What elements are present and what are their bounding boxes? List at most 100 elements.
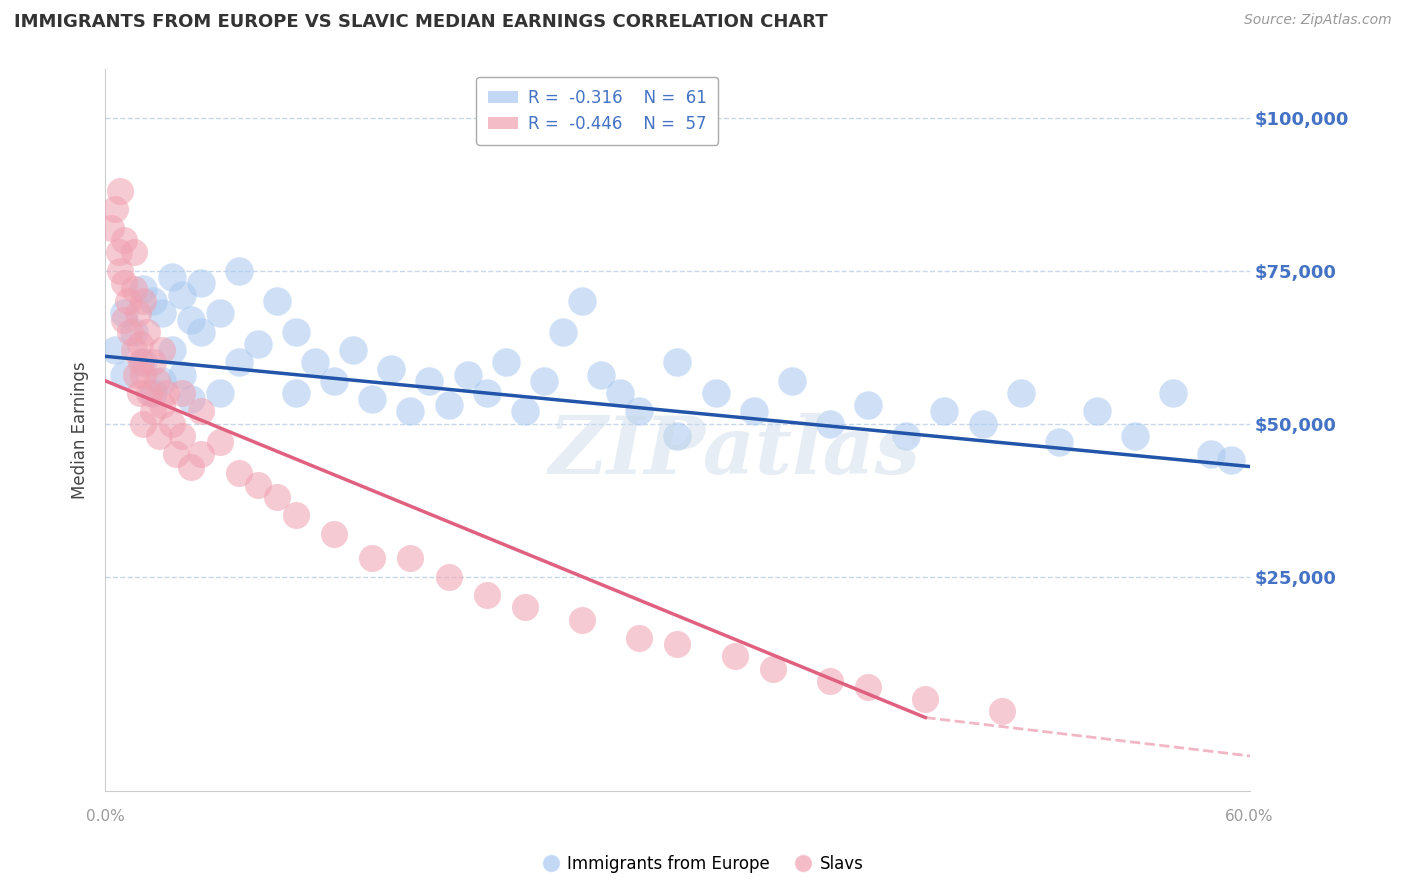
Point [125, 368, 148, 382]
Point [818, 673, 841, 688]
Point [284, 386, 307, 401]
Point [160, 343, 183, 358]
Point [138, 386, 160, 401]
Point [284, 325, 307, 339]
Point [266, 294, 288, 309]
Point [284, 508, 307, 523]
Point [513, 404, 536, 418]
Legend: Immigrants from Europe, Slavs: Immigrants from Europe, Slavs [536, 848, 870, 880]
Point [934, 404, 956, 418]
Text: ZIPatlas: ZIPatlas [548, 413, 921, 491]
Point [142, 355, 165, 369]
Point [152, 398, 174, 412]
Point [591, 368, 613, 382]
Point [208, 435, 231, 450]
Point [132, 368, 155, 382]
Point [112, 312, 135, 326]
Point [180, 459, 202, 474]
Point [122, 325, 145, 339]
Point [1201, 447, 1223, 461]
Point [1047, 435, 1070, 450]
Point [170, 386, 193, 401]
Point [110, 184, 132, 198]
Point [399, 404, 422, 418]
Point [152, 306, 174, 320]
Point [361, 392, 384, 406]
Point [742, 404, 765, 418]
Point [122, 282, 145, 296]
Point [972, 417, 994, 431]
Point [323, 526, 346, 541]
Point [132, 282, 155, 296]
Point [666, 637, 689, 651]
Point [128, 386, 150, 401]
Point [190, 325, 212, 339]
Point [495, 355, 517, 369]
Point [160, 269, 183, 284]
Point [112, 306, 135, 320]
Point [399, 551, 422, 566]
Point [122, 343, 145, 358]
Point [112, 233, 135, 247]
Point [190, 447, 212, 461]
Legend: R =  -0.316    N =  61, R =  -0.446    N =  57: R = -0.316 N = 61, R = -0.446 N = 57 [477, 77, 718, 145]
Point [145, 374, 167, 388]
Point [418, 374, 440, 388]
Point [1219, 453, 1241, 467]
Point [990, 705, 1012, 719]
Point [704, 386, 727, 401]
Point [666, 429, 689, 443]
Point [148, 429, 170, 443]
Point [1010, 386, 1032, 401]
Point [1085, 404, 1108, 418]
Point [110, 263, 132, 277]
Point [513, 600, 536, 615]
Point [190, 404, 212, 418]
Point [551, 325, 574, 339]
Point [361, 551, 384, 566]
Point [818, 417, 841, 431]
Point [380, 361, 402, 376]
Point [628, 404, 651, 418]
Point [170, 429, 193, 443]
Point [246, 337, 269, 351]
Point [117, 294, 139, 309]
Point [762, 662, 785, 676]
Point [266, 490, 288, 504]
Point [228, 263, 250, 277]
Point [155, 386, 177, 401]
Point [132, 355, 155, 369]
Point [160, 417, 183, 431]
Point [142, 386, 165, 401]
Point [112, 276, 135, 290]
Point [132, 294, 155, 309]
Point [457, 368, 479, 382]
Y-axis label: Median Earnings: Median Earnings [72, 361, 89, 499]
Point [475, 588, 498, 602]
Text: IMMIGRANTS FROM EUROPE VS SLAVIC MEDIAN EARNINGS CORRELATION CHART: IMMIGRANTS FROM EUROPE VS SLAVIC MEDIAN … [14, 13, 828, 31]
Point [208, 386, 231, 401]
Point [142, 404, 165, 418]
Point [304, 355, 326, 369]
Point [571, 613, 593, 627]
Point [107, 245, 129, 260]
Point [475, 386, 498, 401]
Point [132, 417, 155, 431]
Point [1123, 429, 1146, 443]
Point [228, 466, 250, 480]
Point [165, 447, 187, 461]
Point [228, 355, 250, 369]
Point [437, 570, 460, 584]
Point [104, 343, 127, 358]
Point [208, 306, 231, 320]
Point [128, 337, 150, 351]
Point [104, 202, 127, 217]
Point [180, 392, 202, 406]
Point [437, 398, 460, 412]
Point [723, 649, 745, 664]
Point [142, 294, 165, 309]
Point [896, 429, 918, 443]
Point [118, 325, 141, 339]
Point [856, 398, 879, 412]
Point [152, 374, 174, 388]
